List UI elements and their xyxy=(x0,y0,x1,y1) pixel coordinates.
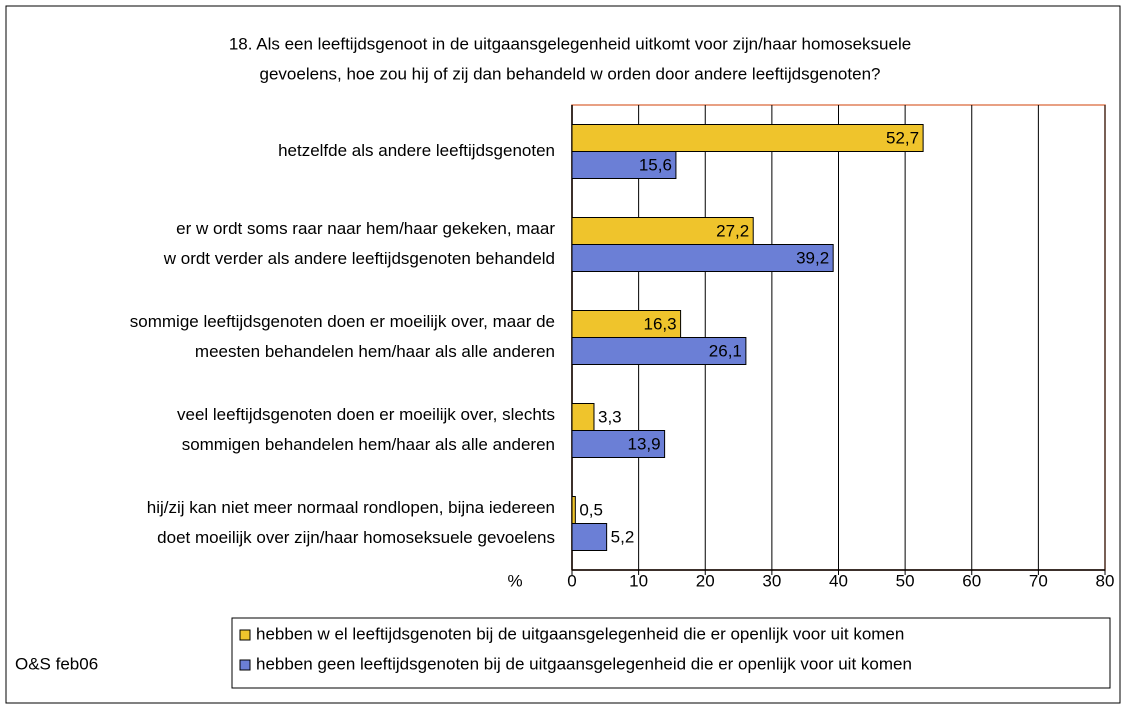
x-tick-label: 50 xyxy=(896,571,915,590)
bar xyxy=(571,217,754,245)
bar xyxy=(571,430,666,458)
legend-label: hebben w el leeftijdsgenoten bij de uitg… xyxy=(256,624,904,643)
x-tick-label: 0 xyxy=(567,571,576,590)
x-tick-label: 60 xyxy=(962,571,981,590)
x-tick-label: 10 xyxy=(629,571,648,590)
y-tick-label: sommigen behandelen hem/haar als alle an… xyxy=(182,435,555,454)
data-label: 13,9 xyxy=(628,434,661,453)
legend-swatch xyxy=(239,659,251,671)
legend-box xyxy=(231,617,1111,689)
chart-title: gevoelens, hoe zou hij of zij dan behand… xyxy=(260,64,881,83)
x-tick-label: 40 xyxy=(829,571,848,590)
y-tick-label: meesten behandelen hem/haar als alle and… xyxy=(195,342,555,361)
y-tick-label: hetzelfde als andere leeftijdsgenoten xyxy=(278,141,555,160)
y-tick-label: doet moeilijk over zijn/haar homoseksuel… xyxy=(157,528,555,547)
bar xyxy=(571,151,677,179)
bar xyxy=(571,523,608,551)
y-tick-label: er w ordt soms raar naar hem/haar gekeke… xyxy=(176,219,555,238)
data-label: 39,2 xyxy=(796,248,829,267)
data-label: 5,2 xyxy=(611,527,635,546)
x-tick-label: 20 xyxy=(696,571,715,590)
y-tick-label: sommige leeftijdsgenoten doen er moeilij… xyxy=(130,312,555,331)
bar xyxy=(571,496,576,524)
x-tick-label: 30 xyxy=(762,571,781,590)
x-tick-label: 80 xyxy=(1096,571,1115,590)
bar xyxy=(571,124,924,152)
bar xyxy=(571,244,834,272)
y-tick-label: hij/zij kan niet meer normaal rondlopen,… xyxy=(147,498,555,517)
x-tick-label: 70 xyxy=(1029,571,1048,590)
y-tick-label: w ordt verder als andere leeftijdsgenote… xyxy=(163,249,555,268)
bar xyxy=(571,337,747,365)
legend-label: hebben geen leeftijdsgenoten bij de uitg… xyxy=(256,654,912,673)
data-label: 15,6 xyxy=(639,155,672,174)
data-label: 0,5 xyxy=(579,500,603,519)
source-note: O&S feb06 xyxy=(15,654,98,673)
bar xyxy=(571,403,595,431)
y-tick-label: veel leeftijdsgenoten doen er moeilijk o… xyxy=(177,405,555,424)
legend-swatch xyxy=(239,629,251,641)
data-label: 27,2 xyxy=(716,221,749,240)
x-axis-label: % xyxy=(507,571,522,590)
data-label: 52,7 xyxy=(886,128,919,147)
data-label: 3,3 xyxy=(598,407,622,426)
chart-title: 18. Als een leeftijdsgenoot in de uitgaa… xyxy=(229,34,911,53)
data-label: 26,1 xyxy=(709,341,742,360)
data-label: 16,3 xyxy=(644,314,677,333)
